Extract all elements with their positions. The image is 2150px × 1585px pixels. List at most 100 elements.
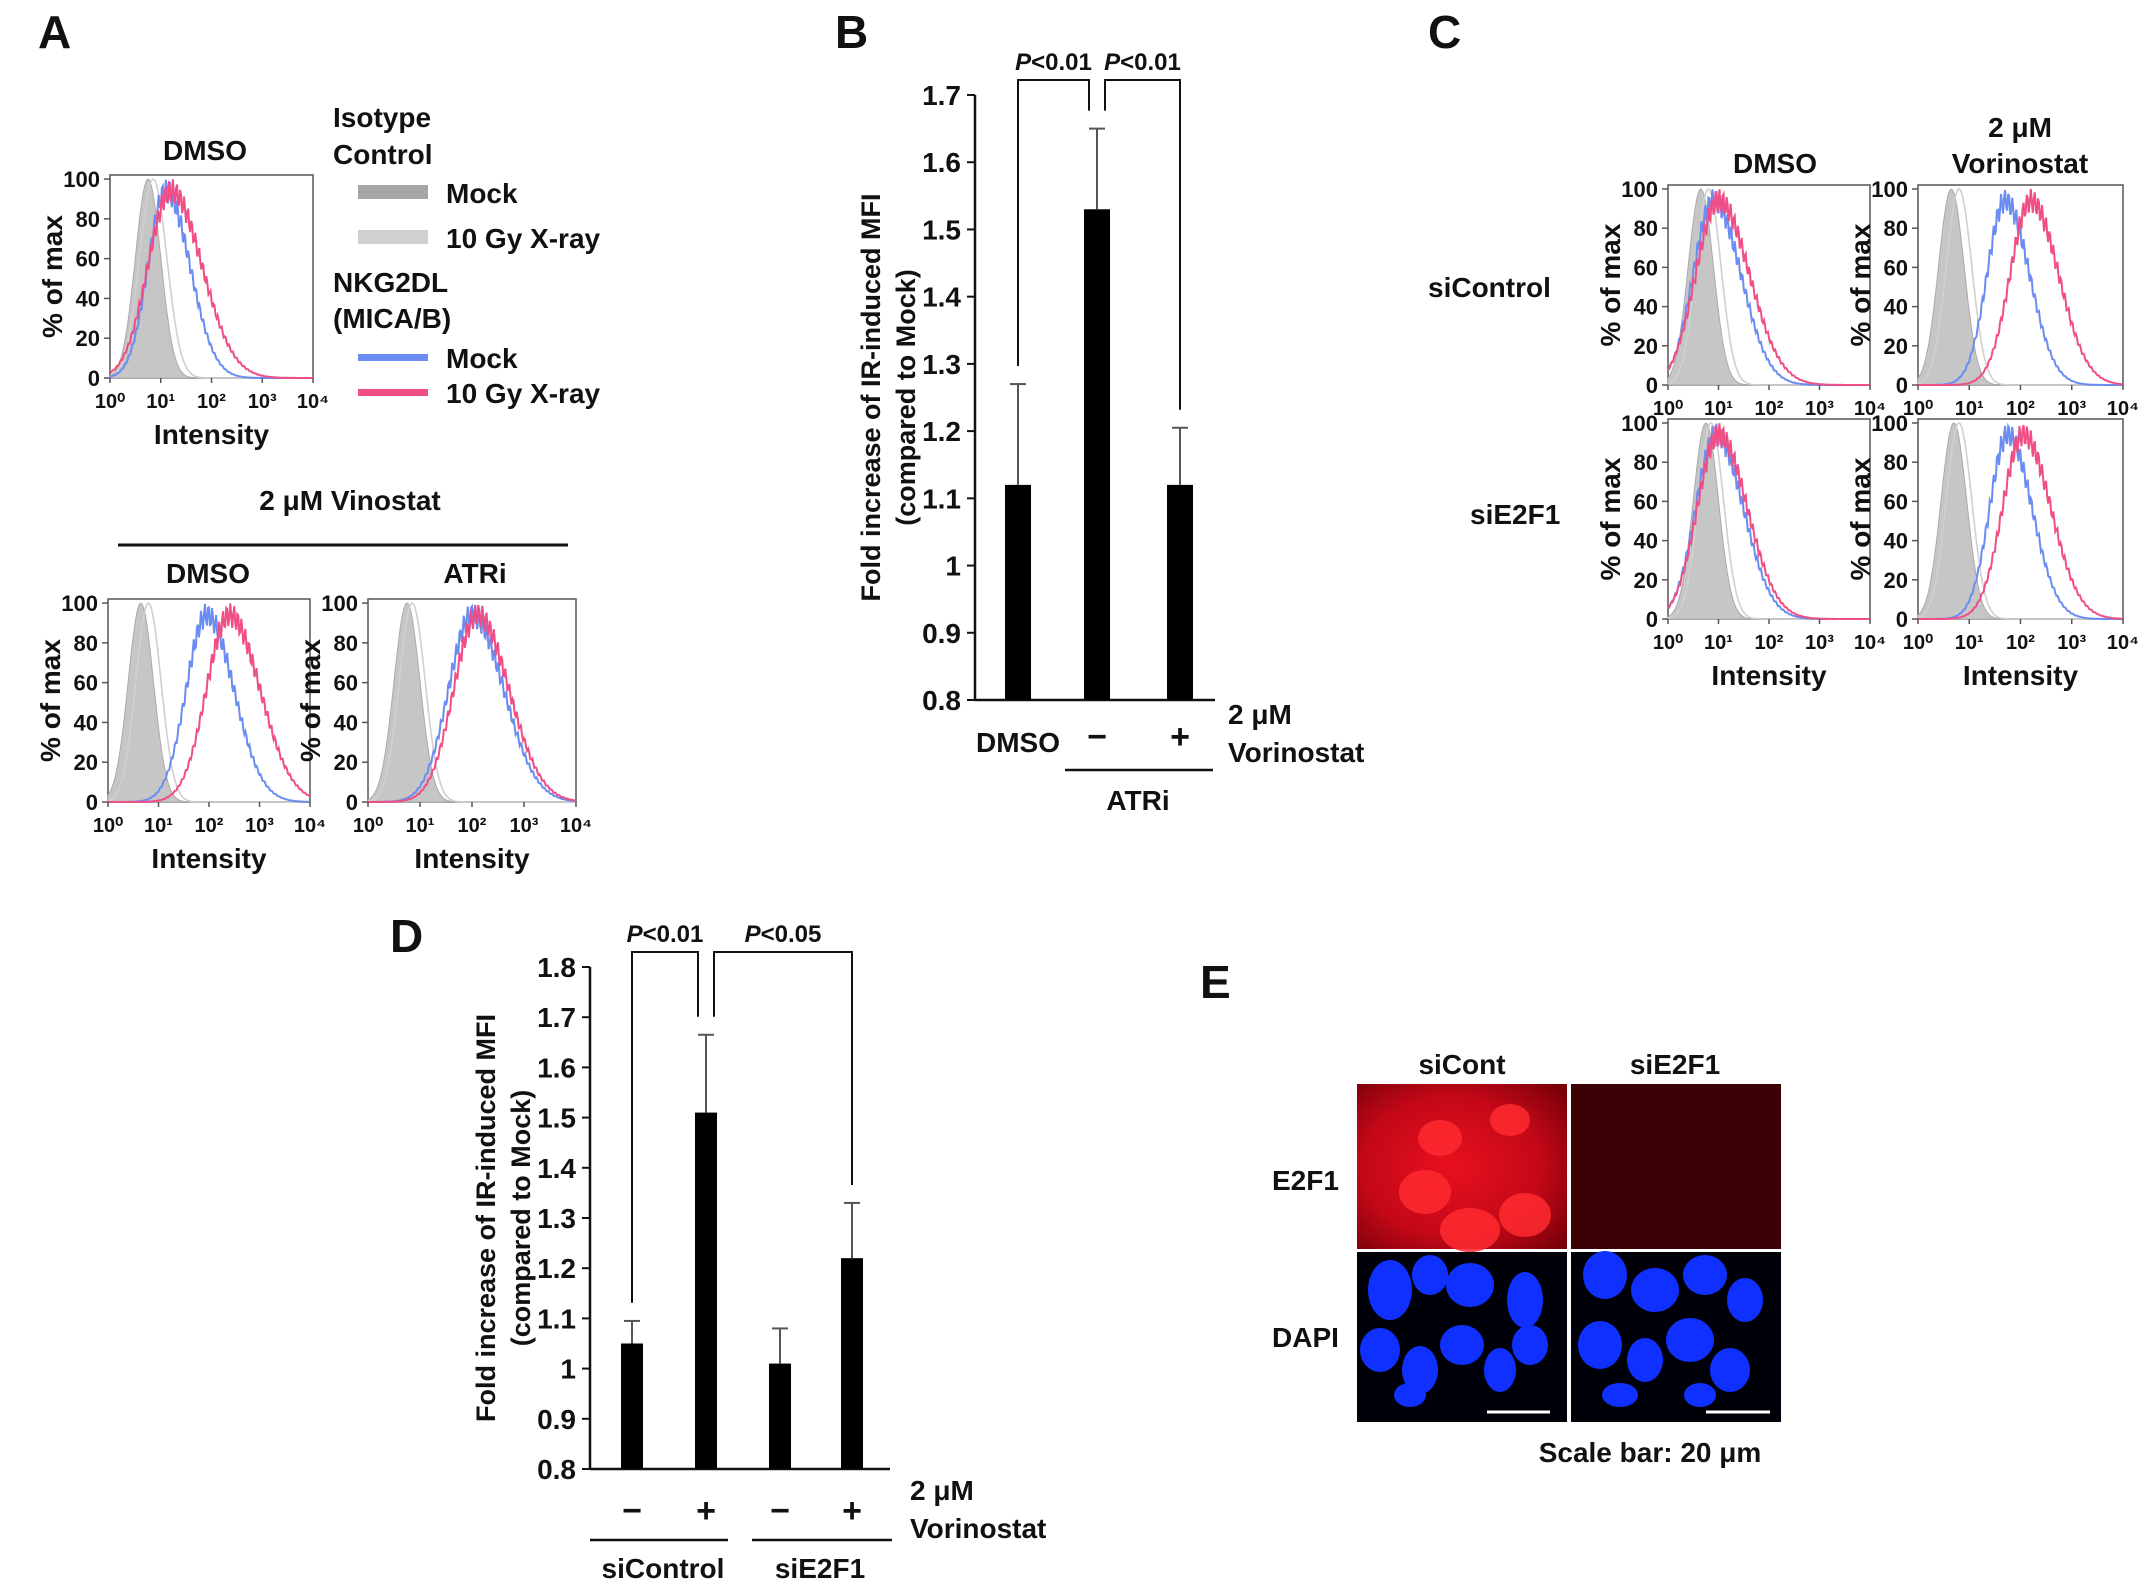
y-tick-label: 60 bbox=[76, 247, 100, 272]
x-tick-label: 10⁰ bbox=[353, 815, 383, 837]
bar bbox=[1084, 209, 1110, 700]
legend-swatch-nkg-mock bbox=[358, 354, 428, 361]
x-tick-label: 10³ bbox=[510, 815, 539, 837]
legend-swatch-nkg-xray bbox=[358, 389, 428, 396]
y-tick-label: 0.9 bbox=[537, 1404, 576, 1435]
bar bbox=[841, 1258, 863, 1469]
significance-label: P<0.05 bbox=[745, 921, 822, 948]
significance-bracket bbox=[713, 951, 853, 1185]
y-tick-label: 1 bbox=[945, 551, 961, 582]
significance-p: P bbox=[1015, 49, 1032, 76]
panel-letter-d: D bbox=[390, 910, 423, 962]
bar bbox=[621, 1343, 643, 1469]
dapi-nucleus bbox=[1627, 1338, 1663, 1382]
y-tick-label: 1.1 bbox=[537, 1303, 576, 1334]
y-tick-label: 0 bbox=[1646, 607, 1658, 632]
significance-value: <0.01 bbox=[643, 921, 704, 948]
x-tick-label: 10⁴ bbox=[560, 815, 592, 837]
x-category: − bbox=[770, 1492, 790, 1530]
panel-a-top-title: DMSO bbox=[163, 135, 247, 166]
panel-a-group-title: 2 μM Vinostat bbox=[259, 485, 441, 516]
y-axis-label: % of max bbox=[1595, 457, 1626, 580]
x-axis-label: Intensity bbox=[1711, 660, 1827, 691]
bar bbox=[695, 1112, 717, 1469]
legend: Isotype Control Mock 10 Gy X-ray NKG2DL … bbox=[333, 102, 601, 409]
significance-p: P bbox=[627, 921, 644, 948]
panel-c-row1: siControl bbox=[1428, 272, 1551, 303]
panel-c-col1: DMSO bbox=[1733, 148, 1817, 179]
y-axis-label-line2: (compared to Mock) bbox=[891, 269, 921, 526]
y-tick-label: 80 bbox=[74, 631, 98, 656]
x-tick-label: 10² bbox=[1755, 632, 1784, 654]
panel-c-row2: siE2F1 bbox=[1470, 499, 1560, 530]
y-axis-label-line2: (compared to Mock) bbox=[506, 1090, 536, 1347]
y-tick-label: 40 bbox=[1634, 295, 1658, 320]
x-tick-label: 10³ bbox=[245, 815, 274, 837]
y-tick-label: 0.8 bbox=[922, 685, 961, 716]
dapi-nucleus bbox=[1484, 1348, 1516, 1392]
x-tick-label: 10⁴ bbox=[2107, 398, 2139, 420]
e2f1-sicont-nuclei bbox=[1399, 1104, 1551, 1252]
y-tick-label: 0 bbox=[1896, 373, 1908, 398]
x-axis-label: Intensity bbox=[154, 419, 270, 450]
y-tick-label: 40 bbox=[1884, 529, 1908, 554]
x-category-plus: + bbox=[1170, 718, 1190, 756]
y-tick-label: 0 bbox=[86, 790, 98, 815]
x-tick-label: 10¹ bbox=[406, 815, 435, 837]
x-category: − bbox=[622, 1492, 642, 1530]
y-tick-label: 0 bbox=[346, 790, 358, 815]
x-tick-label: 10² bbox=[2006, 632, 2035, 654]
y-axis-label: % of max bbox=[1845, 223, 1876, 346]
histogram-a-top: 0 20 40 60 80 100 10⁰ 10¹ 10² 10³ 10⁴ Intensity % of… bbox=[37, 167, 329, 450]
x-tick-label: 10² bbox=[1755, 398, 1784, 420]
x-category: + bbox=[842, 1492, 862, 1530]
significance-value: <0.05 bbox=[761, 921, 822, 948]
x-tick-label: 10⁴ bbox=[1854, 632, 1886, 654]
histogram-a-bottom-right: 0 20 40 60 80 100 10⁰ 10¹ 10² 10³ 10⁴ Intensity % of… bbox=[295, 591, 592, 874]
dapi-nucleus bbox=[1440, 1325, 1484, 1365]
x-tick-label: 10⁰ bbox=[93, 815, 123, 837]
red-nucleus bbox=[1490, 1104, 1530, 1136]
dapi-nucleus bbox=[1710, 1348, 1750, 1392]
panel-e-row2: DAPI bbox=[1272, 1322, 1339, 1353]
legend-group1-title-line2: Control bbox=[333, 139, 433, 170]
y-tick-label: 20 bbox=[1634, 568, 1658, 593]
y-tick-label: 60 bbox=[1634, 255, 1658, 280]
y-tick-label: 40 bbox=[74, 710, 98, 735]
panel-a-sub-left: DMSO bbox=[166, 558, 250, 589]
y-tick-label: 80 bbox=[1634, 450, 1658, 475]
significance-label: P<0.01 bbox=[1015, 49, 1092, 76]
y-tick-label: 100 bbox=[63, 167, 100, 192]
y-tick-label: 60 bbox=[1634, 489, 1658, 514]
x-tick-label: 10⁴ bbox=[1854, 398, 1886, 420]
y-tick-label: 40 bbox=[334, 710, 358, 735]
dapi-nucleus bbox=[1368, 1260, 1412, 1320]
group-label-atri: ATRi bbox=[1106, 785, 1169, 816]
red-nucleus bbox=[1440, 1208, 1500, 1252]
x-tick-label: 10⁴ bbox=[294, 815, 326, 837]
panel-e-col1: siCont bbox=[1418, 1049, 1505, 1080]
y-axis-label: % of max bbox=[1845, 457, 1876, 580]
histogram-series-nkg-xray bbox=[1918, 188, 2124, 386]
significance-value: <0.01 bbox=[1120, 49, 1181, 76]
y-tick-label: 1.4 bbox=[922, 282, 961, 313]
y-tick-label: 20 bbox=[334, 750, 358, 775]
histogram-series-nkg-mock bbox=[108, 603, 311, 803]
bar-chart-d: 0.8 0.9 1 1.1 1.2 1.3 1.4 1.5 1.6 1.7 1.8 Fold incr… bbox=[471, 921, 1046, 1584]
e2f1-sie2f1-image bbox=[1571, 1084, 1781, 1249]
dapi-nucleus bbox=[1446, 1263, 1494, 1307]
dapi-nucleus bbox=[1727, 1278, 1763, 1322]
x-axis-label: Intensity bbox=[1963, 660, 2079, 691]
dapi-nucleus bbox=[1507, 1272, 1543, 1328]
dapi-nucleus bbox=[1684, 1383, 1716, 1407]
y-tick-label: 60 bbox=[334, 671, 358, 696]
bar bbox=[769, 1363, 791, 1469]
significance-label: P<0.01 bbox=[627, 921, 704, 948]
y-tick-label: 0.8 bbox=[537, 1454, 576, 1485]
y-axis-label: % of max bbox=[35, 639, 66, 762]
y-tick-label: 1.4 bbox=[537, 1153, 576, 1184]
legend-swatch-isotype-mock bbox=[358, 185, 428, 199]
x-tick-label: 10³ bbox=[1805, 632, 1834, 654]
y-tick-label: 80 bbox=[1884, 450, 1908, 475]
